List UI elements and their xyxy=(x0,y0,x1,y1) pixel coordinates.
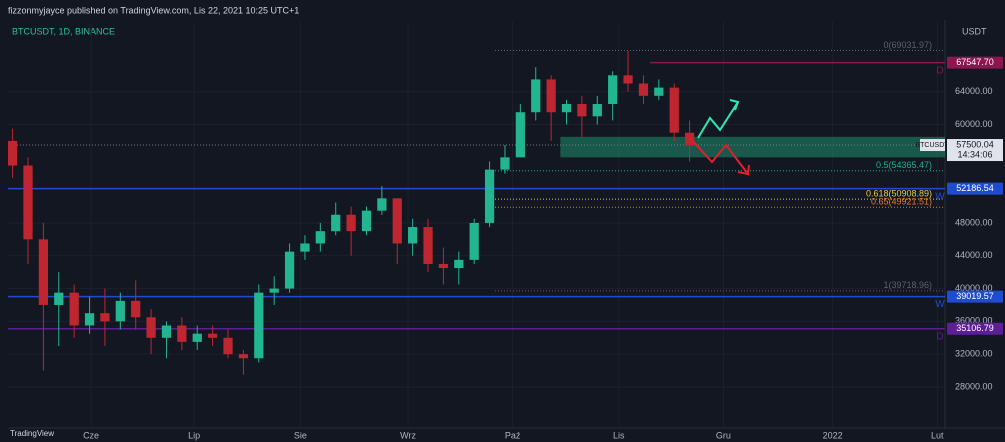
candle-body xyxy=(284,251,295,289)
symbol-label: BTCUSDT xyxy=(915,142,949,149)
candle-body xyxy=(500,157,510,170)
x-tick-label: Lut xyxy=(931,430,944,440)
candle-body xyxy=(84,313,95,326)
candle-body xyxy=(223,337,233,355)
candle-body xyxy=(254,292,264,359)
x-tick-label: Wrz xyxy=(400,430,416,440)
down-arrow-head xyxy=(737,164,750,176)
candle-body xyxy=(100,313,110,322)
countdown: 14:34:06 xyxy=(957,149,992,159)
fib-label: 1(39718.96) xyxy=(883,280,932,290)
candle-body xyxy=(515,112,525,158)
y-tick-label: 32000.00 xyxy=(955,349,993,359)
plot: 28000.00 32000.00 36000.00 40000.00 44000.00… xyxy=(8,22,993,440)
candle-body xyxy=(392,198,402,244)
last-price-box xyxy=(947,139,1003,162)
candle-body xyxy=(423,227,433,264)
candle-body xyxy=(546,79,556,113)
fib-label: 0(69031.97) xyxy=(883,40,932,50)
level-box xyxy=(947,182,1003,195)
level-box xyxy=(947,290,1003,303)
y-tick-label: 36000.00 xyxy=(955,316,993,326)
up-arrow xyxy=(697,101,739,139)
level-tag: D xyxy=(936,65,943,76)
candle-body xyxy=(638,83,649,96)
candle-body xyxy=(346,214,356,232)
candle-body xyxy=(608,75,618,105)
y-tick-label: 40000.00 xyxy=(955,283,993,293)
candle-body xyxy=(146,317,156,338)
last-price-label: 57500.04 xyxy=(956,139,994,149)
level-box xyxy=(947,56,1003,69)
candle-body xyxy=(300,243,310,252)
candle-body xyxy=(238,354,249,359)
x-tick-label: 2022 xyxy=(823,430,843,440)
candle-body xyxy=(23,165,33,240)
candle-body xyxy=(69,292,79,326)
publish-header: fizzonmyjayce published on TradingView.c… xyxy=(8,5,299,15)
level-label: 52186.54 xyxy=(956,183,994,193)
x-tick-label: Lis xyxy=(613,430,625,440)
x-tick-label: Gru xyxy=(716,430,731,440)
candle-body xyxy=(438,263,449,269)
x-tick-label: Lip xyxy=(188,430,200,440)
candle-body xyxy=(592,104,602,117)
candle-body xyxy=(131,300,141,318)
candle-body xyxy=(561,104,572,113)
candle-body xyxy=(377,198,387,211)
candle-body xyxy=(654,87,664,96)
fib-label: 0.618(50908.89) xyxy=(866,188,932,198)
candle-body xyxy=(531,79,541,113)
candle-body xyxy=(454,259,464,269)
x-tick-label: Paź xyxy=(505,430,521,440)
candle-body xyxy=(177,325,187,342)
candle-body xyxy=(269,288,279,293)
y-tick-label: 64000.00 xyxy=(955,86,993,96)
candle-body xyxy=(469,222,479,260)
y-tick-label: 44000.00 xyxy=(955,250,993,260)
level-tag: W xyxy=(935,191,945,202)
x-tick-label: Sie xyxy=(294,430,307,440)
candle-body xyxy=(408,227,418,244)
y-tick-label: 48000.00 xyxy=(955,217,993,227)
footer-logo: TradingView xyxy=(10,429,54,438)
candle-body xyxy=(54,292,64,305)
fib-label: 0.5(54365.47) xyxy=(876,160,932,170)
candle-body xyxy=(8,140,18,166)
candle-body xyxy=(315,231,325,244)
candle-body xyxy=(623,75,633,84)
candle-body xyxy=(669,87,679,133)
level-box xyxy=(947,322,1003,335)
up-arrow-head xyxy=(729,99,740,111)
candle-body xyxy=(577,104,587,117)
fib-label: 0.65(49921.51) xyxy=(871,197,932,207)
symbol-box xyxy=(920,139,945,152)
level-label: 35106.79 xyxy=(956,323,994,333)
x-tick-label: Cze xyxy=(83,430,99,440)
level-tag: W xyxy=(935,299,945,310)
y-tick-label: 28000.00 xyxy=(955,381,993,391)
y-tick-label: 60000.00 xyxy=(955,119,993,129)
symbol-title: BTCUSDT, 1D, BINANCE xyxy=(12,26,115,36)
candle-body xyxy=(208,333,218,338)
candle-body xyxy=(484,169,495,223)
currency: USDT xyxy=(962,26,987,36)
candle-body xyxy=(361,210,372,232)
level-label: 39019.57 xyxy=(956,291,994,301)
candle-body xyxy=(38,239,49,305)
candle-body xyxy=(192,333,202,342)
level-tag: D xyxy=(936,331,943,342)
candle-body xyxy=(331,214,341,232)
level-label: 67547.70 xyxy=(956,57,994,67)
candle-body xyxy=(161,325,172,338)
candle-body xyxy=(115,300,125,322)
support-zone xyxy=(560,136,945,158)
down-arrow xyxy=(689,137,749,175)
